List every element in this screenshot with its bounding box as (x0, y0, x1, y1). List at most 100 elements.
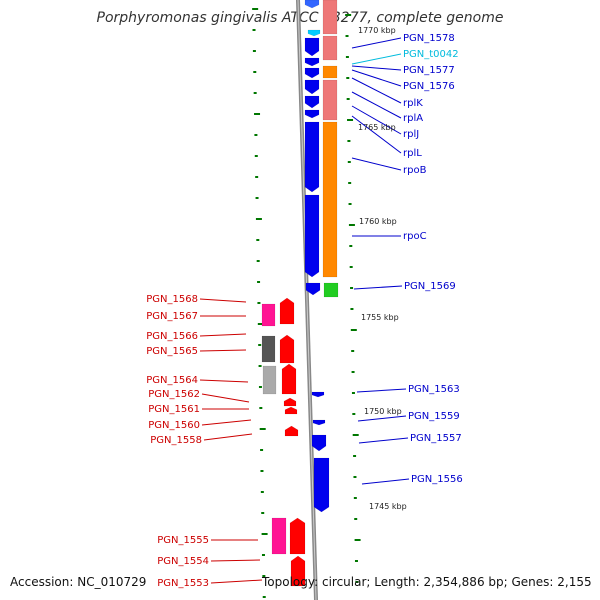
label-pgn_1553: PGN_1553 (157, 578, 209, 589)
gene-pgn1564 (281, 363, 297, 395)
leader-pgn_1562 (201, 393, 250, 403)
tick-right (353, 497, 357, 499)
leader-pgn_1557 (358, 437, 409, 444)
leader-rplj (351, 105, 402, 135)
tick-left (257, 281, 261, 283)
tick-right (350, 287, 354, 289)
tick-right (350, 329, 357, 331)
tick-right (348, 203, 352, 205)
leader-rpll (351, 115, 402, 154)
tick-left (260, 491, 264, 493)
tick-left (260, 470, 264, 472)
tick-left (255, 197, 259, 199)
tick-right (352, 413, 356, 415)
leader-pgn_1563 (356, 388, 407, 393)
tick-marks (252, 8, 361, 598)
gene-pgn1566 (279, 334, 295, 364)
label-pgn_1578: PGN_1578 (403, 33, 455, 44)
gene-pgn1578 (304, 0, 320, 9)
label-pgn_1567: PGN_1567 (146, 311, 198, 322)
tick-right (354, 560, 358, 562)
tick-left (259, 428, 266, 430)
kbp-label: 1765 kbp (358, 123, 396, 132)
label-pgn_1557: PGN_1557 (410, 433, 462, 444)
label-pgn_t0042: PGN_t0042 (403, 49, 459, 60)
tick-left (261, 533, 268, 535)
tick-right (348, 182, 352, 184)
label-rpla: rplA (403, 113, 423, 124)
tick-right (355, 581, 359, 583)
backbone-highlight (297, 0, 317, 600)
tick-left (256, 239, 260, 241)
gene-pgn1555 (289, 517, 306, 555)
gene-pgn1576 (304, 57, 320, 67)
cds-pgn1555 (271, 517, 287, 555)
label-pgn_1566: PGN_1566 (146, 331, 198, 342)
gene-pgn1558 (284, 425, 299, 437)
gene-features (261, 0, 339, 587)
label-pgn_1562: PGN_1562 (148, 389, 200, 400)
leader-pgn_t0042 (351, 53, 402, 65)
leader-pgn_1556 (361, 478, 410, 485)
gene-rpoc (304, 194, 320, 278)
leader-pgn_1559 (357, 415, 407, 422)
tick-left (259, 407, 263, 409)
gene-pgn1569 (305, 282, 321, 296)
label-pgn_1577: PGN_1577 (403, 65, 455, 76)
gene-labels: PGN_1578 PGN_t0042 PGN_1577 PGN_1576 rplK rpl… (146, 33, 462, 589)
label-rplj: rplJ (403, 129, 419, 140)
tick-right (354, 518, 358, 520)
tick-left (261, 554, 265, 556)
tick-left (253, 92, 257, 94)
leader-rpob (351, 157, 402, 171)
tick-right (348, 224, 355, 226)
gene-rplk (304, 67, 320, 79)
leader-pgn_1568 (199, 298, 247, 303)
tick-right (347, 119, 354, 121)
leader-pgn_1569 (353, 285, 403, 290)
accession-text: Accession: NC_010729 (10, 575, 147, 589)
label-leader-lines (199, 37, 410, 584)
leader-pgn_1576 (351, 69, 402, 87)
tick-left (252, 29, 256, 31)
label-pgn_1569: PGN_1569 (404, 281, 456, 292)
tick-left (254, 155, 258, 157)
leader-pgn_1565 (199, 349, 247, 352)
label-rpob: rpoB (403, 165, 427, 176)
tick-left (262, 596, 266, 598)
tick-left (262, 575, 266, 577)
tick-right (345, 14, 352, 16)
tick-left (260, 449, 264, 451)
label-rpoc: rpoC (403, 231, 427, 242)
tick-left (258, 386, 262, 388)
gene-pgn1568 (279, 297, 295, 325)
gene-pgn1563 (311, 391, 325, 398)
tick-left (256, 260, 260, 262)
tick-right (347, 161, 351, 163)
leader-rplk (351, 77, 402, 104)
leader-pgn_1558 (203, 433, 253, 441)
tick-right (345, 35, 349, 37)
leader-pgn_1560 (201, 419, 252, 426)
leader-pgn_1553 (210, 579, 263, 584)
tick-right (351, 392, 355, 394)
gene-rpla (304, 79, 320, 95)
label-pgn_1561: PGN_1561 (148, 404, 200, 415)
cds-pgn1577 (322, 35, 338, 61)
cds-pgn1569 (323, 282, 339, 298)
topology-text: Topology: circular; Length: 2,354,886 bp… (262, 575, 592, 589)
gene-pgn1562 (283, 397, 297, 407)
label-pgn_1558: PGN_1558 (150, 435, 202, 446)
label-pgn_1576: PGN_1576 (403, 81, 455, 92)
label-pgn_1563: PGN_1563 (408, 384, 460, 395)
leader-pgn_1554 (210, 559, 261, 562)
tick-left (257, 323, 264, 325)
cds-pgn1578 (322, 0, 338, 35)
tick-left (258, 344, 262, 346)
tick-right (353, 455, 357, 457)
tick-left (258, 365, 262, 367)
label-pgn_1568: PGN_1568 (146, 294, 198, 305)
label-pgn_1564: PGN_1564 (146, 375, 198, 386)
tick-right (352, 434, 359, 436)
